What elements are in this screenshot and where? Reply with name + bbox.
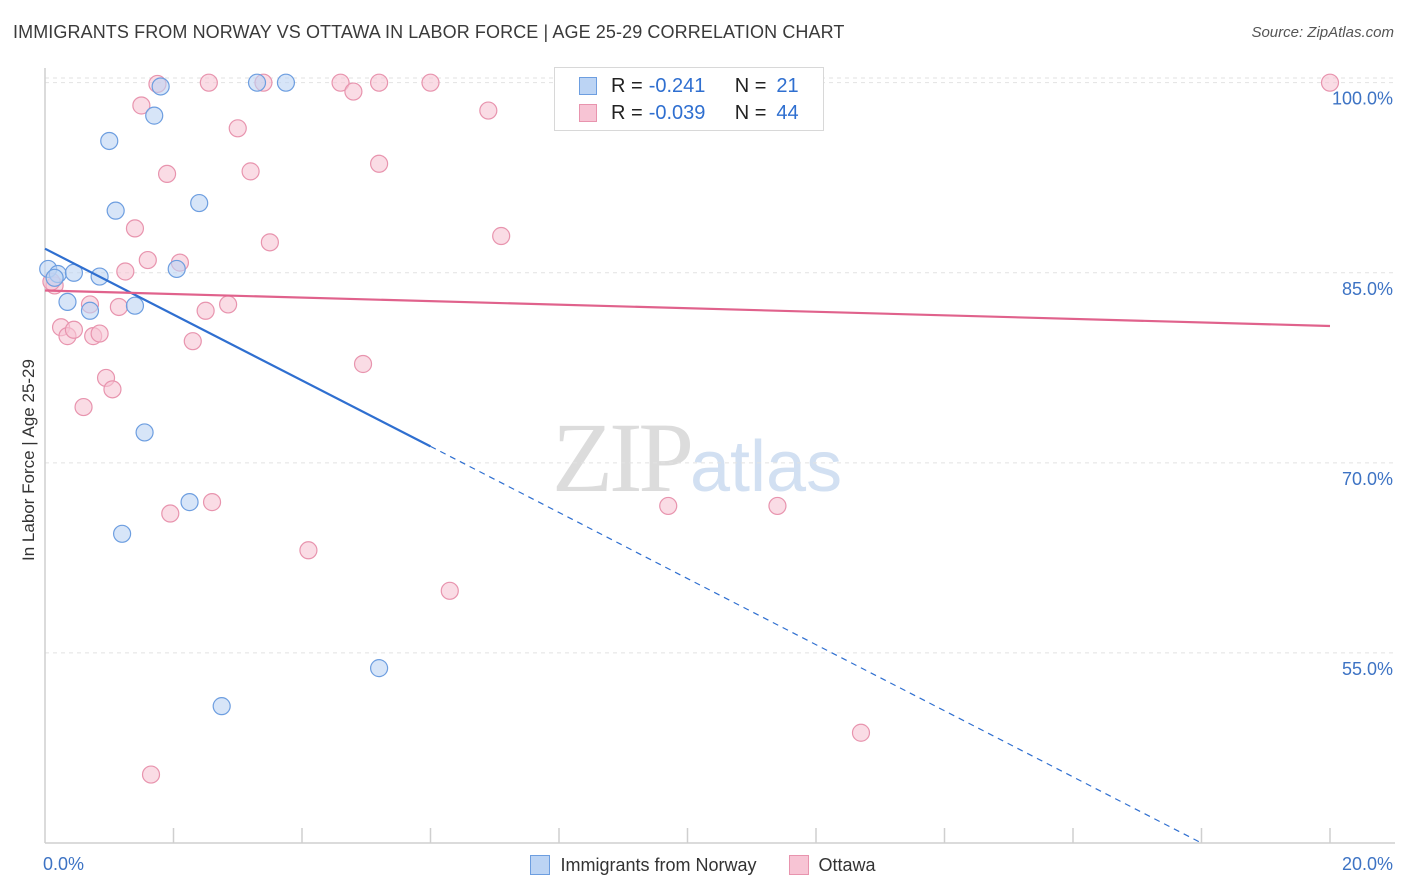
y-tick-label: 85.0% bbox=[1342, 279, 1393, 299]
norway-point bbox=[190, 193, 209, 213]
norway-point bbox=[180, 493, 199, 512]
legend-item-norway[interactable]: Immigrants from Norway bbox=[530, 854, 757, 876]
norway-point bbox=[247, 73, 267, 92]
norway-point bbox=[276, 73, 296, 92]
n-value: 21 bbox=[776, 74, 799, 97]
ottawa-point bbox=[492, 226, 511, 246]
ottawa-point bbox=[344, 82, 363, 101]
ottawa-legend-swatch bbox=[788, 855, 809, 875]
x-tick-label: 20.0% bbox=[1342, 854, 1393, 874]
r-value: -0.039 bbox=[648, 101, 706, 124]
norway-trend-extension bbox=[430, 445, 1202, 844]
ottawa-point bbox=[103, 380, 122, 399]
y-axis-label: In Labor Force | Age 25-29 bbox=[19, 359, 38, 561]
ottawa-point bbox=[1320, 73, 1340, 92]
watermark-atlas: atlas bbox=[690, 427, 843, 507]
norway-point bbox=[125, 296, 145, 315]
norway-point bbox=[106, 201, 125, 220]
watermark: ZIPatlas bbox=[552, 400, 842, 515]
ottawa-point bbox=[331, 73, 350, 92]
watermark-zip: ZIP bbox=[552, 402, 694, 513]
ottawa-point bbox=[202, 493, 222, 512]
ottawa-point bbox=[125, 219, 145, 238]
ottawa-point bbox=[353, 354, 373, 374]
stats-legend: R = -0.241 N = 21 R = -0.039 N = 44 bbox=[554, 67, 824, 131]
ottawa-trend-line bbox=[44, 289, 1331, 328]
norway-trend-line bbox=[44, 247, 432, 448]
n-label: N = bbox=[734, 101, 767, 124]
x-tick-label: 0.0% bbox=[43, 854, 84, 874]
ottawa-point bbox=[109, 297, 128, 317]
norway-point bbox=[45, 268, 64, 287]
ottawa-point bbox=[141, 765, 161, 784]
ottawa-point bbox=[116, 262, 135, 281]
ottawa-point bbox=[157, 164, 177, 184]
ottawa-point bbox=[370, 154, 389, 173]
ottawa-point bbox=[768, 496, 787, 516]
ottawa-point bbox=[199, 73, 218, 92]
ottawa-point bbox=[228, 119, 247, 138]
source-credit: Source: ZipAtlas.com bbox=[1251, 24, 1394, 41]
r-label: R = bbox=[611, 74, 643, 97]
norway-point bbox=[135, 423, 154, 442]
ottawa-point bbox=[440, 581, 459, 600]
ottawa-point bbox=[479, 101, 498, 120]
y-tick-label: 100.0% bbox=[1332, 89, 1393, 109]
ottawa-swatch bbox=[579, 104, 597, 122]
ottawa-point bbox=[138, 250, 157, 270]
norway-point bbox=[145, 106, 164, 125]
ottawa-point bbox=[260, 233, 279, 252]
stats-row-norway: R = -0.241 N = 21 bbox=[579, 73, 799, 99]
ottawa-point bbox=[161, 504, 180, 523]
n-value: 44 bbox=[776, 101, 799, 124]
legend-label: Ottawa bbox=[818, 854, 876, 875]
ottawa-point bbox=[299, 541, 318, 560]
y-tick-label: 70.0% bbox=[1342, 469, 1393, 489]
y-tick-label: 55.0% bbox=[1342, 659, 1393, 679]
ottawa-point bbox=[196, 301, 215, 320]
legend-item-ottawa[interactable]: Ottawa bbox=[788, 854, 876, 876]
norway-point bbox=[212, 697, 231, 716]
ottawa-point bbox=[64, 320, 84, 339]
norway-point bbox=[370, 659, 389, 678]
r-value: -0.241 bbox=[648, 74, 706, 97]
ottawa-point bbox=[851, 723, 871, 742]
ottawa-point bbox=[132, 96, 151, 115]
r-label: R = bbox=[611, 101, 643, 124]
ottawa-point bbox=[90, 324, 109, 343]
series-legend: Immigrants from Norway Ottawa bbox=[0, 852, 1406, 878]
norway-point bbox=[112, 524, 132, 543]
norway-point bbox=[167, 259, 186, 279]
stats-row-ottawa: R = -0.039 N = 44 bbox=[579, 100, 799, 126]
legend-label: Immigrants from Norway bbox=[560, 854, 757, 875]
n-label: N = bbox=[734, 74, 767, 97]
chart-title: IMMIGRANTS FROM NORWAY VS OTTAWA IN LABO… bbox=[13, 22, 845, 42]
ottawa-point bbox=[219, 295, 238, 314]
ottawa-point bbox=[183, 332, 202, 351]
norway-point bbox=[58, 292, 77, 311]
norway-swatch bbox=[579, 77, 597, 95]
ottawa-point bbox=[74, 397, 93, 417]
ottawa-point bbox=[241, 162, 260, 181]
ottawa-point bbox=[659, 496, 678, 516]
norway-point bbox=[80, 301, 100, 320]
norway-point bbox=[151, 77, 170, 96]
norway-point bbox=[100, 131, 119, 151]
ottawa-point bbox=[421, 73, 440, 92]
ottawa-point bbox=[370, 73, 389, 92]
norway-legend-swatch bbox=[530, 855, 551, 875]
